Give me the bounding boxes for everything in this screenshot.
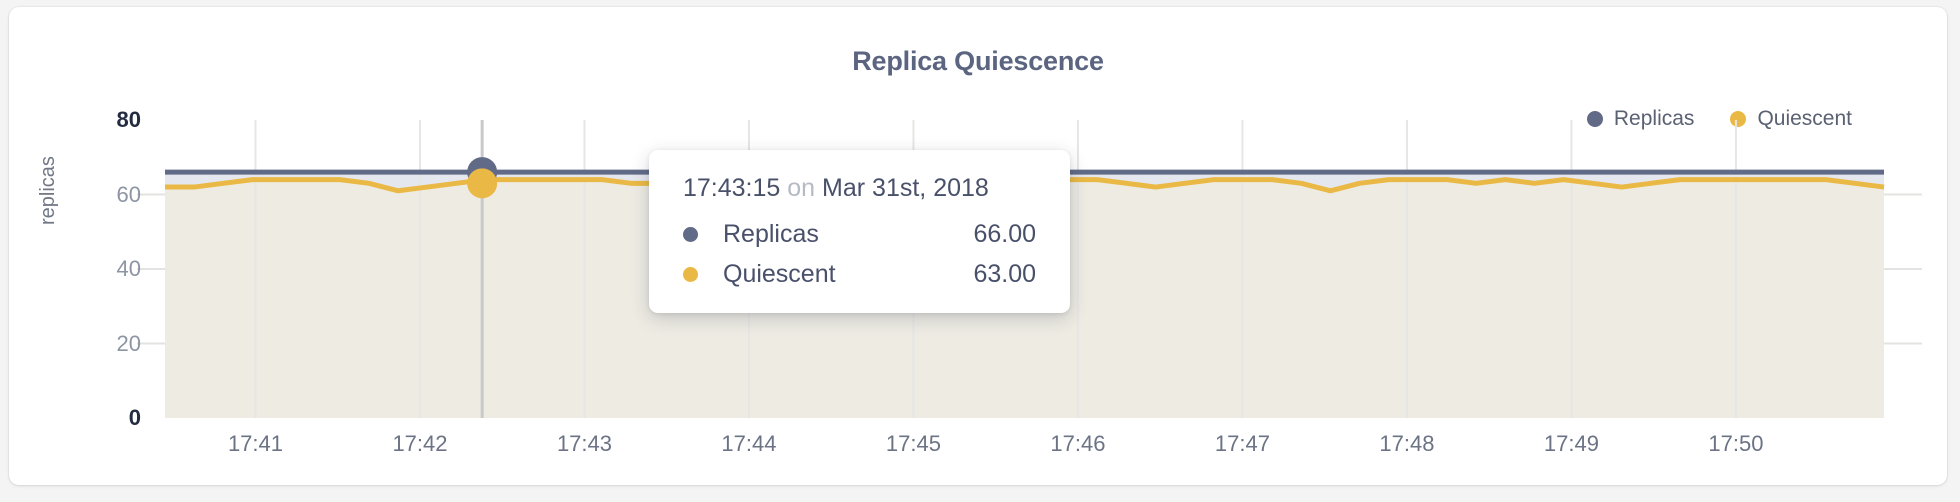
tooltip-series-label: Replicas: [723, 220, 819, 248]
legend-item-quiescent[interactable]: Quiescent: [1730, 107, 1852, 131]
x-axis-tick-label: 17:47: [1214, 431, 1270, 456]
series-dot-icon: [683, 227, 698, 242]
y-axis-tick-label: 60: [116, 181, 141, 207]
x-axis-tick-label: 17:48: [1379, 431, 1435, 456]
x-axis-tick-label: 17:49: [1543, 431, 1599, 456]
legend-item-replicas[interactable]: Replicas: [1586, 107, 1695, 131]
page-title: Replica Quiescence: [852, 46, 1104, 76]
tooltip-series-label: Quiescent: [723, 260, 836, 288]
x-axis-tick-label: 17:44: [721, 431, 777, 456]
x-axis-tick-label: 17:43: [556, 431, 612, 456]
legend-dot-icon: [1730, 111, 1747, 127]
y-axis-tick-label: 0: [128, 405, 141, 430]
y-axis-tick-label: 40: [116, 256, 141, 281]
legend-label: Quiescent: [1757, 107, 1852, 130]
tooltip-row: Quiescent 63.00: [683, 260, 1036, 289]
x-axis-tick-label: 17:50: [1708, 431, 1764, 456]
tooltip-series-value: 66.00: [973, 220, 1036, 248]
x-axis-tick-label: 17:46: [1050, 431, 1106, 456]
series-dot-icon: [683, 267, 698, 282]
tooltip-header: 17:43:15 on Mar 31st, 2018: [683, 174, 1036, 203]
x-axis-tick-label: 17:42: [392, 431, 448, 456]
chart-card: Replica Quiescence Replicas Quiescent re…: [9, 7, 1947, 485]
tooltip-date: Mar 31st, 2018: [822, 174, 989, 202]
tooltip-conjunction: on: [787, 174, 816, 202]
tooltip-series-value: 63.00: [973, 260, 1036, 288]
y-axis-tick-label: 80: [116, 107, 141, 132]
tooltip-time: 17:43:15: [683, 174, 781, 202]
hover-tooltip: 17:43:15 on Mar 31st, 2018 Replicas 66.0…: [649, 150, 1070, 313]
x-axis-tick-label: 17:41: [227, 431, 283, 456]
y-axis-tick-label: 20: [116, 330, 141, 356]
legend-dot-icon: [1586, 111, 1603, 127]
tooltip-row: Replicas 66.00: [683, 220, 1036, 249]
chart-legend: Replicas Quiescent: [1586, 107, 1852, 131]
x-axis-tick-label: 17:45: [885, 431, 941, 456]
legend-label: Replicas: [1613, 107, 1695, 130]
